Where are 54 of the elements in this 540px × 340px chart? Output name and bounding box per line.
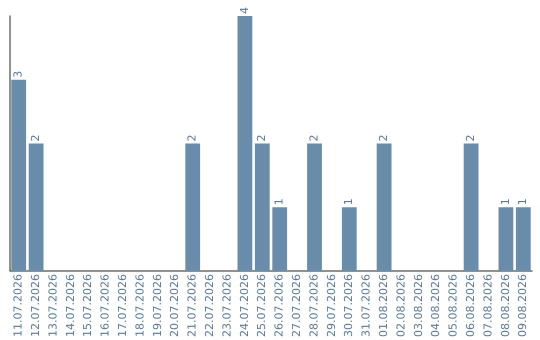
bar <box>11 80 26 272</box>
bar <box>185 144 200 272</box>
bar <box>516 207 531 272</box>
x-tick-label: 18.07.2026 <box>133 274 146 338</box>
data-label: 2 <box>255 134 268 142</box>
x-tick-label: 22.07.2026 <box>202 274 216 338</box>
x-tick-label: 16.07.2026 <box>98 274 112 338</box>
bar <box>28 144 44 272</box>
x-tick-label: 03.08.2026 <box>412 274 425 338</box>
data-label: 2 <box>307 134 320 142</box>
x-tick-label: 08.08.2026 <box>498 274 512 338</box>
x-tick-label: 11.07.2026 <box>12 274 25 338</box>
x-tick-label: 04.08.2026 <box>429 274 442 338</box>
x-tick-label: 27.07.2026 <box>290 274 303 338</box>
data-label: 2 <box>464 134 477 142</box>
data-label: 1 <box>272 198 286 206</box>
data-label: 1 <box>342 198 356 206</box>
bar <box>498 207 514 272</box>
data-label: 4 <box>238 7 251 14</box>
x-tick-label: 21.07.2026 <box>186 274 199 338</box>
bar <box>307 144 322 272</box>
x-tick-label: 02.08.2026 <box>394 274 408 338</box>
x-tick-label: 06.08.2026 <box>464 274 477 338</box>
x-tick-label: 12.07.2026 <box>28 274 42 338</box>
x-tick-label: 29.07.2026 <box>324 274 338 338</box>
bar <box>376 144 392 272</box>
data-label: 1 <box>516 198 530 206</box>
x-tick-label: 13.07.2026 <box>46 274 60 338</box>
x-tick-label: 28.07.2026 <box>307 274 320 338</box>
data-label: 2 <box>28 134 42 142</box>
data-label: 1 <box>498 198 512 206</box>
bar <box>272 207 288 272</box>
data-label: 2 <box>376 134 390 142</box>
x-tick-label: 31.07.2026 <box>360 274 373 338</box>
x-tick-label: 20.07.2026 <box>168 274 182 338</box>
bar <box>238 16 252 272</box>
bar <box>254 144 270 272</box>
x-tick-label: 01.08.2026 <box>376 274 390 338</box>
data-label: 3 <box>12 70 25 78</box>
bar <box>464 144 478 272</box>
x-tick-label: 05.08.2026 <box>446 274 460 338</box>
x-tick-label: 07.08.2026 <box>481 274 494 338</box>
x-tick-label: 30.07.2026 <box>342 274 356 338</box>
x-tick-label: 19.07.2026 <box>150 274 164 338</box>
bar <box>342 207 357 272</box>
x-tick-label: 24.07.2026 <box>238 274 251 338</box>
x-tick-label: 26.07.2026 <box>272 274 286 338</box>
data-label: 2 <box>186 134 199 142</box>
x-tick-label: 09.08.2026 <box>516 274 530 338</box>
x-tick-label: 15.07.2026 <box>81 274 94 338</box>
x-tick-label: 14.07.2026 <box>64 274 77 338</box>
x-tick-label: 25.07.2026 <box>255 274 268 338</box>
x-tick-label: 23.07.2026 <box>220 274 234 338</box>
x-tick-label: 17.07.2026 <box>116 274 129 338</box>
